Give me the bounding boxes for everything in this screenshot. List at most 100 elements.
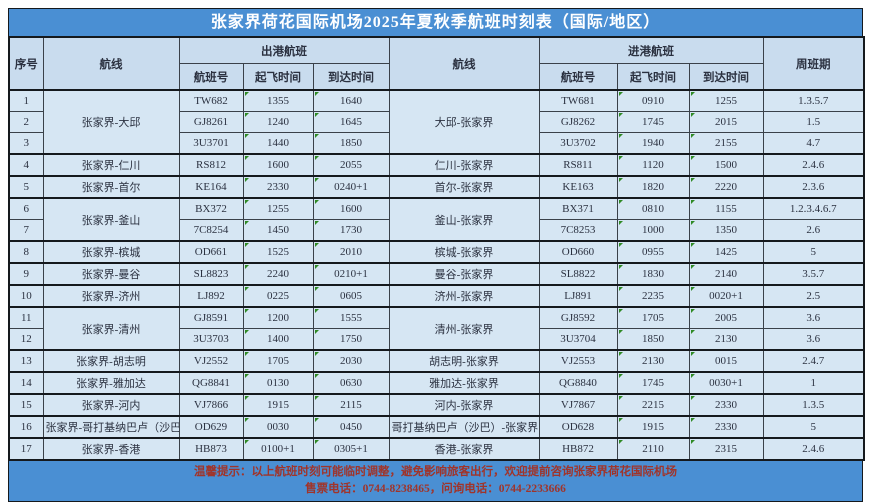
route-out-cell: 张家界-香港 (42, 437, 180, 461)
arr-time-cell: 0015 (688, 349, 764, 373)
dep-time-cell: 1705 (616, 306, 690, 329)
week-cell: 1.5 (762, 111, 865, 133)
week-cell: 1.2.3.4.6.7 (762, 197, 865, 220)
route-out-cell: 张家界-曼谷 (42, 262, 180, 286)
route-in-cell: 雅加达-张家界 (388, 371, 540, 395)
col-header-departure-group: 出港航班 (178, 36, 390, 64)
route-in-cell: 清州-张家界 (388, 306, 540, 351)
flight-in-cell: KE163 (538, 175, 618, 199)
flight-in-cell: 3U3702 (538, 132, 618, 155)
arr-time-cell: 2030 (312, 349, 390, 373)
arr-time-cell: 1750 (312, 328, 390, 351)
col-header-takeoff: 起飞时间 (242, 63, 314, 91)
seq-cell: 17 (8, 437, 44, 461)
flight-in-cell: VJ2553 (538, 349, 618, 373)
dep-time-cell: 0955 (616, 240, 690, 264)
col-header-route-out: 航线 (42, 36, 180, 91)
seq-cell: 11 (8, 306, 44, 329)
route-out-cell: 张家界-仁川 (42, 153, 180, 177)
dep-time-cell: 1830 (616, 262, 690, 286)
route-out-cell: 张家界-槟城 (42, 240, 180, 264)
flight-out-cell: BX372 (178, 197, 244, 220)
table-row: 2 GJ8261 1240 1645 GJ8262 1745 2015 1.5 (8, 111, 865, 133)
week-cell: 2.6 (762, 219, 865, 242)
table-row: 13 张家界-胡志明 VJ2552 1705 2030 胡志明-张家界 VJ25… (8, 349, 865, 373)
arr-time-cell: 1555 (312, 306, 390, 329)
arr-time-cell: 2315 (688, 437, 764, 461)
page-title: 张家界荷花国际机场2025年夏秋季航班时刻表（国际/地区） (8, 8, 863, 36)
dep-time-cell: 2235 (616, 284, 690, 308)
arr-time-cell: 1600 (312, 197, 390, 220)
table-row: 16 张家界-哥打基纳巴卢（沙巴） OD629 0030 0450 哥打基纳巴卢… (8, 415, 865, 439)
arr-time-cell: 0605 (312, 284, 390, 308)
dep-time-cell: 1255 (242, 197, 314, 220)
route-in-cell: 香港-张家界 (388, 437, 540, 461)
flight-out-cell: TW682 (178, 89, 244, 112)
flight-out-cell: SL8823 (178, 262, 244, 286)
week-cell: 1.3.5 (762, 393, 865, 417)
route-out-cell: 张家界-胡志明 (42, 349, 180, 373)
arr-time-cell: 0630 (312, 371, 390, 395)
week-cell: 3.5.7 (762, 262, 865, 286)
seq-cell: 16 (8, 415, 44, 439)
week-cell: 5 (762, 240, 865, 264)
table-row: 17 张家界-香港 HB873 0100+1 0305+1 香港-张家界 HB8… (8, 437, 865, 461)
flight-out-cell: QG8841 (178, 371, 244, 395)
arr-time-cell: 2330 (688, 415, 764, 439)
dep-time-cell: 0130 (242, 371, 314, 395)
seq-cell: 8 (8, 240, 44, 264)
dep-time-cell: 1200 (242, 306, 314, 329)
flight-out-cell: LJ892 (178, 284, 244, 308)
flight-in-cell: TW681 (538, 89, 618, 112)
seq-cell: 9 (8, 262, 44, 286)
notice-line: 温馨提示：以上航班时刻可能临时调整，避免影响旅客出行，欢迎提前咨询张家界荷花国际… (194, 466, 677, 478)
flight-in-cell: OD628 (538, 415, 618, 439)
route-out-cell: 张家界-哥打基纳巴卢（沙巴） (42, 415, 180, 439)
dep-time-cell: 1355 (242, 89, 314, 112)
week-cell: 3.6 (762, 306, 865, 329)
route-in-cell: 仁川-张家界 (388, 153, 540, 177)
dep-time-cell: 2110 (616, 437, 690, 461)
dep-time-cell: 1915 (242, 393, 314, 417)
arr-time-cell: 2055 (312, 153, 390, 177)
seq-cell: 15 (8, 393, 44, 417)
table-row: 1 张家界-大邱 TW682 1355 1640 大邱-张家界 TW681 09… (8, 89, 865, 155)
route-in-cell: 济州-张家界 (388, 284, 540, 308)
arr-time-cell: 2010 (312, 240, 390, 264)
flight-out-cell: HB873 (178, 437, 244, 461)
dep-time-cell: 0910 (616, 89, 690, 112)
route-out-cell: 张家界-首尔 (42, 175, 180, 199)
flight-in-cell: 7C8253 (538, 219, 618, 242)
dep-time-cell: 2215 (616, 393, 690, 417)
arr-time-cell: 1350 (688, 219, 764, 242)
dep-time-cell: 1915 (616, 415, 690, 439)
seq-cell: 10 (8, 284, 44, 308)
col-header-arrival: 到达时间 (312, 63, 390, 91)
flight-in-cell: QG8840 (538, 371, 618, 395)
flight-in-cell: GJ8262 (538, 111, 618, 133)
arr-time-cell: 1730 (312, 219, 390, 242)
dep-time-cell: 2130 (616, 349, 690, 373)
route-in-cell: 大邱-张家界 (388, 89, 540, 155)
flight-out-cell: KE164 (178, 175, 244, 199)
dep-time-cell: 1525 (242, 240, 314, 264)
route-in-cell: 釜山-张家界 (388, 197, 540, 242)
arr-time-cell: 0020+1 (688, 284, 764, 308)
arr-time-cell: 2140 (688, 262, 764, 286)
flight-in-cell: 3U3704 (538, 328, 618, 351)
arr-time-cell: 1425 (688, 240, 764, 264)
route-out-cell: 张家界-釜山 (42, 197, 180, 242)
dep-time-cell: 1745 (616, 371, 690, 395)
notice-footer: 温馨提示：以上航班时刻可能临时调整，避免影响旅客出行，欢迎提前咨询张家界荷花国际… (8, 461, 863, 502)
arr-time-cell: 2005 (688, 306, 764, 329)
dep-time-cell: 1440 (242, 132, 314, 155)
table-row: 8 张家界-槟城 OD661 1525 2010 槟城-张家界 OD660 09… (8, 240, 865, 264)
col-header-flight-no: 航班号 (538, 63, 618, 91)
arr-time-cell: 1640 (312, 89, 390, 112)
col-header-flight-no: 航班号 (178, 63, 244, 91)
col-header-arrival-group: 进港航班 (538, 36, 764, 64)
table-row: 11 张家界-清州 GJ8591 1200 1555 清州-张家界 GJ8592… (8, 306, 865, 351)
table-row: 14 张家界-雅加达 QG8841 0130 0630 雅加达-张家界 QG88… (8, 371, 865, 395)
flight-in-cell: LJ891 (538, 284, 618, 308)
table-row: 15 张家界-河内 VJ7866 1915 2115 河内-张家界 VJ7867… (8, 393, 865, 417)
